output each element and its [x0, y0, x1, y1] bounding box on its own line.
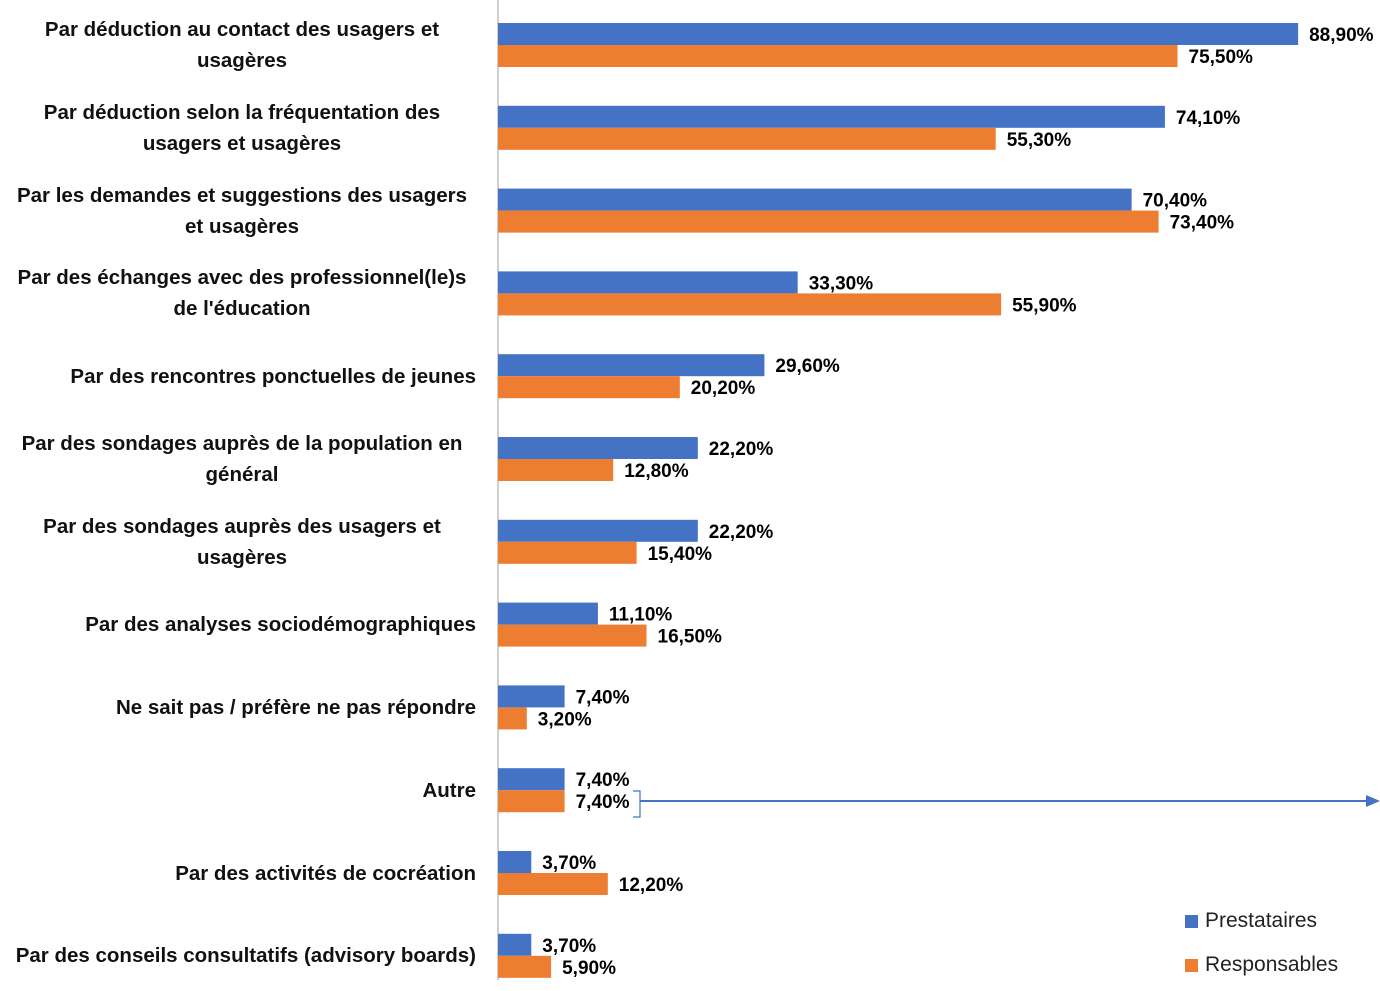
bar: [498, 376, 680, 399]
value-label: 74,10%: [1176, 108, 1241, 129]
bar: [498, 768, 565, 791]
value-label: 12,20%: [619, 875, 684, 896]
value-label: 12,80%: [624, 461, 689, 482]
category-label: Par des rencontres ponctuelles de jeunes: [70, 364, 476, 388]
bar: [498, 293, 1002, 316]
category-box: Par des sondages auprès de la population…: [0, 424, 476, 494]
bar: [498, 602, 598, 625]
value-label: 75,50%: [1189, 47, 1254, 68]
legend-label: Prestataires: [1205, 909, 1318, 932]
category-box: Ne sait pas / préfère ne pas répondre: [0, 672, 476, 742]
legend-label: Responsables: [1205, 953, 1339, 976]
category-box: Autre: [0, 755, 476, 825]
category-label: Par des analyses sociodémographiques: [85, 613, 476, 637]
value-label: 16,50%: [658, 627, 723, 648]
category-label: Par déduction au contact des usagers et …: [44, 18, 440, 72]
value-label: 3,70%: [542, 936, 596, 957]
category-box: Par déduction selon la fréquentation des…: [0, 93, 476, 163]
bar: [498, 955, 552, 978]
category-label: Par les demandes et suggestions des usag…: [16, 183, 468, 238]
category-box: Par des activités de cocréation: [0, 838, 476, 908]
category-box: Par des analyses sociodémographiques: [0, 590, 476, 660]
category-label: Par des conseils consultatifs (advisory …: [15, 944, 476, 968]
legend-swatch: [1185, 959, 1198, 972]
category-box: Par des rencontres ponctuelles de jeunes: [0, 341, 476, 411]
bar: [498, 354, 765, 377]
value-label: 22,20%: [709, 522, 774, 543]
bar: [498, 624, 647, 647]
bar: [498, 873, 608, 895]
value-label: 15,40%: [648, 544, 713, 565]
category-box: Par des sondages auprès des usagers et u…: [0, 507, 476, 577]
category-label: Autre: [422, 778, 476, 802]
bar: [498, 685, 565, 708]
value-label: 11,10%: [609, 605, 672, 626]
value-label: 3,20%: [538, 709, 592, 730]
value-label: 55,30%: [1007, 130, 1072, 151]
bar: [498, 790, 565, 813]
bar: [498, 105, 1165, 128]
value-label: 7,40%: [576, 770, 630, 791]
value-label: 88,90%: [1309, 25, 1374, 46]
bar: [498, 127, 996, 150]
category-box: Par des échanges avec des professionnel(…: [0, 258, 476, 328]
bar: [498, 519, 698, 542]
bar: [498, 459, 614, 481]
category-label: Par des sondages auprès des usagers et u…: [43, 514, 441, 569]
category-box: Par des conseils consultatifs (advisory …: [0, 921, 476, 991]
category-label: Par des échanges avec des professionnel(…: [17, 266, 467, 321]
bar: [498, 271, 798, 294]
value-label: 22,20%: [709, 439, 774, 460]
value-label: 70,40%: [1143, 191, 1208, 212]
value-label: 20,20%: [691, 378, 756, 399]
bar: [498, 707, 527, 730]
category-label: Par des activités de cocréation: [175, 861, 476, 885]
category-box: Par déduction au contact des usagers et …: [0, 10, 476, 80]
bar: [498, 23, 1299, 45]
bar: [498, 851, 532, 873]
value-label: 5,90%: [562, 958, 616, 979]
value-label: 29,60%: [775, 356, 840, 377]
bar: [498, 933, 532, 956]
bracket: [633, 790, 641, 818]
value-label: 3,70%: [542, 853, 596, 874]
bar: [498, 437, 698, 459]
category-label: Ne sait pas / préfère ne pas répondre: [115, 695, 476, 719]
value-label: 55,90%: [1012, 295, 1077, 316]
bar: [498, 45, 1178, 67]
value-label: 73,40%: [1170, 213, 1235, 234]
category-box: Par les demandes et suggestions des usag…: [0, 176, 476, 246]
legend-swatch: [1185, 915, 1198, 928]
arrow-head: [1366, 795, 1380, 807]
value-label: 33,30%: [809, 273, 874, 294]
bar: [498, 210, 1159, 233]
value-label: 7,40%: [576, 792, 630, 813]
bar: [498, 541, 637, 564]
value-label: 7,40%: [576, 687, 630, 708]
category-label: Par des sondages auprès de la population…: [21, 432, 463, 486]
category-label: Par déduction selon la fréquentation des…: [43, 100, 441, 155]
bar: [498, 188, 1132, 211]
